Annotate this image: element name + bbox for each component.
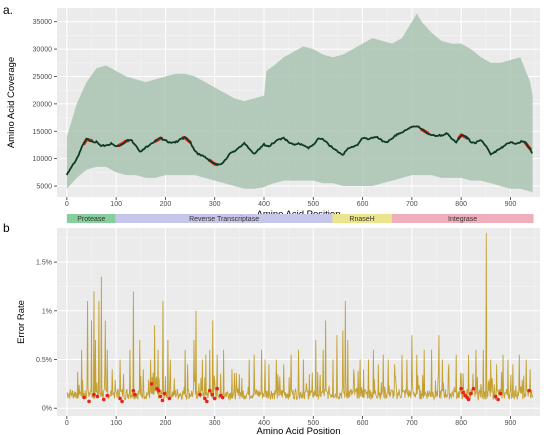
x-tick-label: 900: [505, 201, 517, 208]
region-label: RnaseH: [349, 216, 374, 223]
error-point: [82, 395, 86, 400]
error-point: [212, 396, 217, 401]
region-protease: [66, 214, 116, 223]
error-point: [156, 388, 161, 393]
error-point: [469, 391, 473, 396]
x-tick-label: 700: [406, 420, 418, 427]
x-tick-label: 600: [357, 201, 369, 208]
y-tick-label: 0.5%: [36, 357, 52, 364]
x-tick-label: 100: [110, 201, 122, 208]
x-tick-label: 200: [160, 201, 172, 208]
error-point: [527, 388, 531, 393]
y-tick-label: 5000: [36, 184, 52, 191]
error-point: [207, 388, 212, 393]
y-tick-label: 25000: [33, 74, 53, 81]
x-tick-label: 400: [258, 420, 270, 427]
y-tick-label: 15000: [33, 129, 53, 136]
error-point: [133, 392, 137, 397]
error-point: [203, 396, 207, 401]
error-point: [167, 396, 172, 401]
x-tick-label: 500: [307, 420, 319, 427]
x-tick-label: 400: [258, 201, 270, 208]
y-tick-label: 0%: [42, 406, 52, 413]
error-x-axis-label: Amino Acid Position: [257, 426, 341, 435]
coverage-panel: a. 5000 10000 15000 20000 25000 30000 35000 0 1…: [3, 3, 540, 220]
error-point: [220, 395, 225, 400]
coverage-x-ticks: 0 100 200 300 400 500 600 700 800 900: [65, 197, 516, 208]
coverage-y-axis-label: Amino Acid Coverage: [6, 57, 17, 148]
y-tick-label: 1.5%: [36, 260, 52, 267]
region-reverse-transcriptase: [115, 214, 333, 223]
error-x-ticks: 0 100 200 300 400 500 600 700 800 900: [65, 416, 516, 427]
error-point: [120, 399, 124, 404]
error-point: [210, 392, 215, 397]
x-tick-label: 500: [307, 201, 319, 208]
error-point: [461, 390, 465, 395]
x-tick-label: 900: [505, 420, 517, 427]
error-point: [471, 386, 476, 391]
error-point: [493, 394, 498, 399]
panel-label-b: b: [3, 221, 10, 235]
error-rate-points: [82, 382, 531, 404]
y-tick-label: 30000: [33, 47, 53, 54]
y-tick-label: 1%: [42, 308, 52, 315]
y-tick-label: 10000: [33, 156, 53, 163]
x-tick-label: 0: [65, 420, 69, 427]
error-point: [118, 396, 122, 401]
error-point: [205, 399, 209, 404]
error-point: [95, 394, 100, 399]
x-tick-label: 0: [65, 201, 69, 208]
region-label: Integrase: [448, 216, 477, 223]
error-point: [459, 386, 463, 391]
coverage-y-ticks: 5000 10000 15000 20000 25000 30000 35000: [33, 19, 57, 191]
error-rate-line: [66, 232, 534, 402]
protein-region-bar: Protease Reverse Transcriptase RnaseH Integ…: [66, 214, 534, 223]
region-integrase: [391, 214, 534, 223]
x-tick-label: 300: [209, 201, 221, 208]
region-label: Reverse Transcriptase: [189, 216, 259, 223]
error-y-ticks: 0% 0.5% 1% 1.5%: [36, 260, 57, 413]
region-label: Protease: [77, 216, 105, 223]
error-rate-panel: b 0% 0.5% 1% 1.5% 0 100 200 300 400 500 600 700 800…: [3, 221, 540, 435]
error-point: [215, 386, 219, 391]
coverage-band: [66, 13, 533, 193]
error-point: [149, 382, 154, 386]
error-point: [92, 392, 96, 397]
error-point: [160, 398, 165, 403]
error-point: [105, 393, 110, 398]
x-tick-label: 200: [160, 420, 172, 427]
x-tick-label: 300: [209, 420, 221, 427]
x-tick-label: 700: [406, 201, 418, 208]
panel-label-a: a.: [3, 3, 13, 17]
error-point: [466, 397, 471, 402]
error-point: [102, 397, 106, 402]
x-tick-label: 100: [110, 420, 122, 427]
region-rnaseh: [332, 214, 392, 223]
coverage-line: [66, 125, 533, 176]
error-point: [131, 388, 136, 393]
error-point: [496, 397, 500, 402]
x-tick-label: 800: [455, 420, 467, 427]
x-tick-label: 800: [455, 201, 467, 208]
error-point: [162, 391, 167, 396]
y-tick-label: 20000: [33, 101, 53, 108]
error-point: [498, 391, 503, 396]
error-point: [87, 399, 91, 404]
error-point: [198, 392, 202, 397]
y-tick-label: 35000: [33, 19, 53, 26]
error-point: [158, 394, 163, 399]
error-y-axis-label: Error Rate: [16, 300, 27, 344]
x-tick-label: 600: [357, 420, 369, 427]
